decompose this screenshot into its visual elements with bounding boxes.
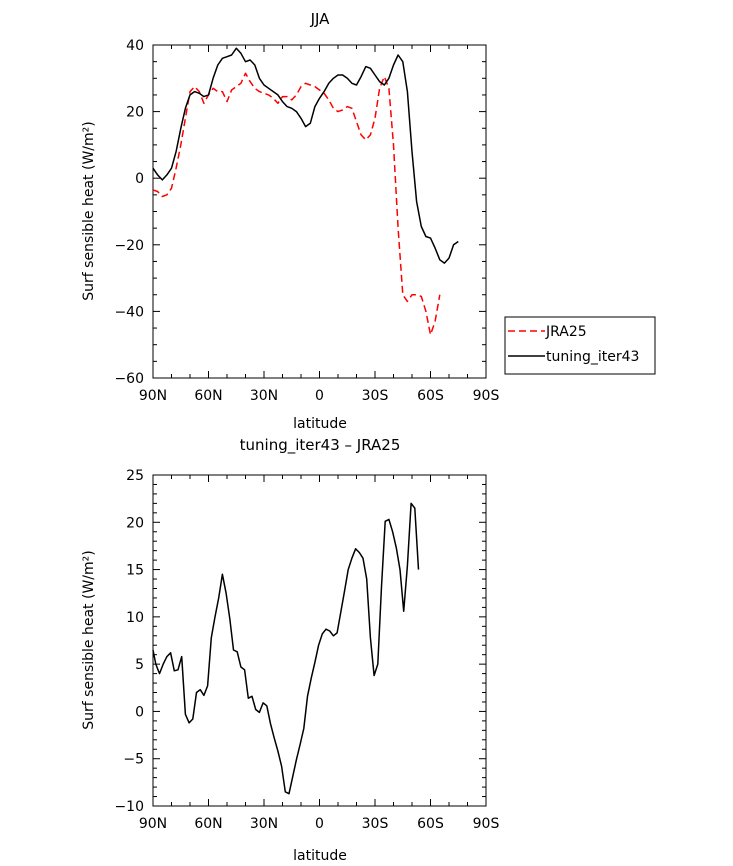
x-tick-label: 0 bbox=[315, 816, 324, 832]
y-tick-label: 15 bbox=[126, 563, 144, 579]
y-tick-label: 20 bbox=[126, 515, 144, 531]
series-lines-bottom bbox=[152, 502, 420, 795]
x-tick-label: 30N bbox=[250, 816, 278, 832]
series-line-jra25 bbox=[152, 72, 441, 336]
axis-ticks-bottom bbox=[152, 474, 487, 807]
x-tick-label: 0 bbox=[315, 388, 324, 404]
x-tick-label: 60N bbox=[194, 816, 222, 832]
y-tick-labels-top: 40 20 0 −20 −40 −60 bbox=[114, 38, 144, 387]
y-tick-label: 5 bbox=[135, 657, 144, 673]
x-tick-label: 30S bbox=[362, 388, 389, 404]
panel-top-jja: JJA 90N 60N 30N 0 30S 60S 90S 40 20 0 −20 −40 −60 l… bbox=[81, 10, 499, 432]
legend-label-jra25: JRA25 bbox=[545, 324, 587, 340]
y-tick-label: 10 bbox=[126, 610, 144, 626]
y-tick-label: 0 bbox=[135, 171, 144, 187]
plot-frame-top bbox=[152, 44, 487, 379]
x-tick-labels-top: 90N 60N 30N 0 30S 60S 90S bbox=[139, 388, 500, 404]
x-tick-label: 30S bbox=[362, 816, 389, 832]
y-tick-label: 20 bbox=[126, 105, 144, 121]
x-tick-label: 60S bbox=[417, 388, 444, 404]
y-tick-label: 40 bbox=[126, 38, 144, 54]
axis-ticks-top bbox=[152, 44, 487, 379]
y-tick-label: −60 bbox=[114, 371, 144, 387]
series-lines-top bbox=[152, 47, 459, 336]
legend: JRA25 tuning_iter43 bbox=[504, 316, 656, 375]
x-axis-label-top: latitude bbox=[293, 416, 347, 432]
x-tick-label: 30N bbox=[250, 388, 278, 404]
x-tick-label: 90N bbox=[139, 388, 167, 404]
y-tick-labels-bottom: 25 20 15 10 5 0 −5 −10 bbox=[114, 468, 144, 815]
x-axis-label-bottom: latitude bbox=[293, 848, 347, 864]
x-tick-labels-bottom: 90N 60N 30N 0 30S 60S 90S bbox=[139, 816, 500, 832]
chart-title-bottom: tuning_iter43 – JRA25 bbox=[240, 436, 401, 455]
x-tick-label: 90N bbox=[139, 816, 167, 832]
x-tick-label: 60N bbox=[194, 388, 222, 404]
y-tick-label: −40 bbox=[114, 304, 144, 320]
y-axis-label-top: Surf sensible heat (W/m²) bbox=[81, 121, 97, 300]
x-tick-label: 90S bbox=[473, 816, 500, 832]
y-tick-label: −5 bbox=[123, 752, 144, 768]
series-line-tuning-iter43 bbox=[152, 47, 459, 264]
series-line-diff-0 bbox=[152, 502, 420, 795]
panel-bottom-diff: tuning_iter43 – JRA25 90N 60N 30N 0 30S 60S 90… bbox=[81, 436, 499, 864]
y-tick-label: 0 bbox=[135, 704, 144, 720]
y-axis-label-bottom: Surf sensible heat (W/m²) bbox=[81, 550, 97, 729]
x-tick-label: 60S bbox=[417, 816, 444, 832]
legend-box bbox=[504, 316, 656, 375]
y-tick-label: −20 bbox=[114, 238, 144, 254]
chart-title-top: JJA bbox=[310, 10, 331, 28]
x-tick-label: 90S bbox=[473, 388, 500, 404]
y-tick-label: −10 bbox=[114, 799, 144, 815]
y-tick-label: 25 bbox=[126, 468, 144, 484]
legend-label-tuning: tuning_iter43 bbox=[546, 349, 639, 365]
